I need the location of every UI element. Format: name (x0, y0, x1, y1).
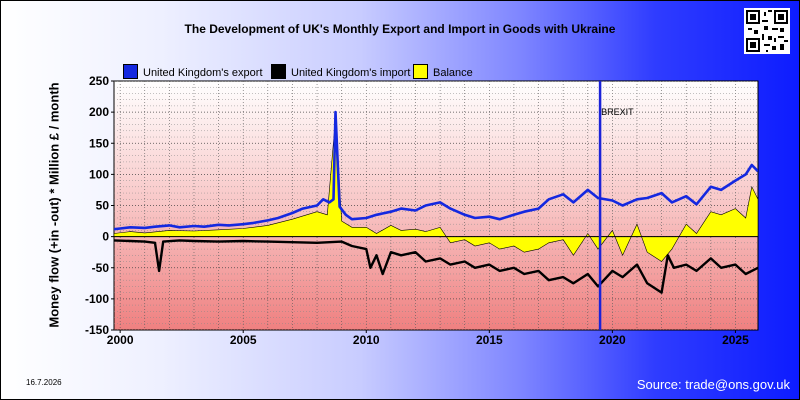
chart-title: The Development of UK's Monthly Export a… (184, 22, 616, 36)
import-line (114, 239, 758, 294)
brexit-label: BREXIT (601, 107, 634, 117)
y-tick-label: 0 (102, 230, 109, 244)
y-tick-label: -150 (85, 323, 109, 337)
legend-item-export: United Kingdom's export (123, 64, 263, 79)
y-tick-label: -100 (85, 292, 109, 306)
legend-swatch-balance (413, 64, 428, 79)
x-tick-label: 2025 (722, 333, 749, 347)
y-tick-label: 200 (89, 105, 109, 119)
footer-date: 16.7.2026 (26, 378, 62, 387)
legend-label-import: United Kingdom's import (291, 67, 411, 79)
balance-area (114, 118, 758, 262)
legend-swatch-import (271, 64, 286, 79)
axes: -150 -100 -50 0 50 100 150 200 250 2000 2005 2010 20… (85, 74, 749, 347)
qr-code-icon (744, 8, 790, 54)
legend-label-balance: Balance (433, 67, 473, 79)
y-tick-label: 50 (96, 199, 110, 213)
y-tick-label: -50 (92, 261, 110, 275)
legend-label-export: United Kingdom's export (143, 67, 263, 79)
y-tick-label: 250 (89, 74, 109, 88)
source-credit: Source: trade@ons.gov.uk (636, 377, 790, 392)
export-line (114, 110, 758, 231)
x-tick-label: 2015 (476, 333, 503, 347)
x-tick-label: 2000 (107, 333, 134, 347)
x-tick-label: 2005 (230, 333, 257, 347)
legend-item-import: United Kingdom's import (271, 64, 411, 79)
legend-item-balance: Balance (413, 64, 473, 79)
y-tick-label: 150 (89, 136, 109, 150)
series-layer (114, 110, 758, 294)
legend-swatch-export (123, 64, 138, 79)
y-tick-label: 100 (89, 167, 109, 181)
x-tick-label: 2010 (353, 333, 380, 347)
x-tick-label: 2020 (599, 333, 626, 347)
